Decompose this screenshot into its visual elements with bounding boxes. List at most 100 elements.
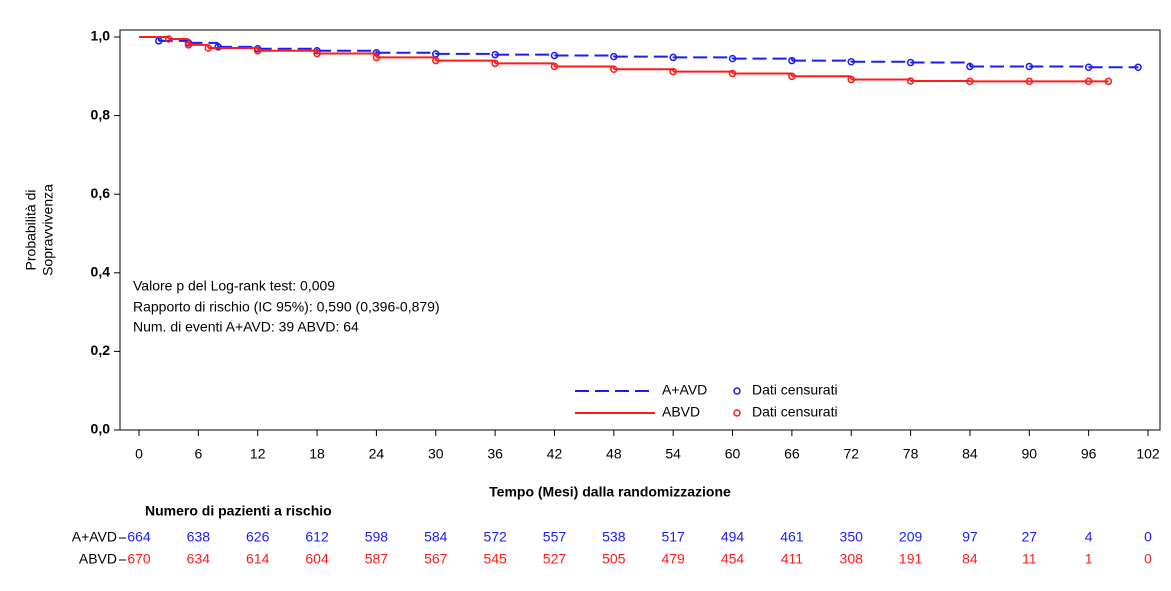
censor-marker bbox=[1025, 77, 1034, 86]
legend-censored-label: Dati censurati bbox=[752, 382, 838, 398]
risk-count: 567 bbox=[424, 551, 448, 567]
x-tick-label: 60 bbox=[725, 446, 741, 462]
risk-count: 494 bbox=[721, 529, 745, 545]
x-tick-label: 84 bbox=[962, 446, 978, 462]
legend-marker bbox=[733, 387, 741, 395]
censor-marker bbox=[1084, 77, 1093, 86]
annotation: Valore p del Log-rank test: 0,009 bbox=[133, 278, 335, 294]
risk-count: 670 bbox=[127, 551, 151, 567]
censor-marker bbox=[253, 47, 262, 55]
y-axis-title-line: Probabilità di bbox=[23, 190, 39, 271]
y-tick-label: 0,0 bbox=[91, 421, 111, 437]
risk-count: 614 bbox=[246, 551, 270, 567]
x-tick-label: 78 bbox=[903, 446, 919, 462]
censor-marker bbox=[550, 62, 559, 71]
x-tick-label: 0 bbox=[135, 446, 143, 462]
x-tick-label: 54 bbox=[665, 446, 681, 462]
censor-marker bbox=[966, 62, 974, 71]
risk-count: 209 bbox=[899, 529, 923, 545]
censor-marker bbox=[491, 59, 499, 68]
x-axis-title: Tempo (Mesi) dalla randomizzazione bbox=[489, 484, 731, 500]
x-tick-label: 42 bbox=[547, 446, 563, 462]
risk-count: 4 bbox=[1085, 529, 1093, 545]
risk-count: 587 bbox=[365, 551, 389, 567]
risk-count: 572 bbox=[483, 529, 507, 545]
risk-count: 584 bbox=[424, 529, 448, 545]
risk-count: 0 bbox=[1144, 551, 1152, 567]
x-tick-label: 96 bbox=[1081, 446, 1097, 462]
censor-marker bbox=[966, 77, 974, 86]
risk-count: 538 bbox=[602, 529, 626, 545]
y-axis-title: Probabilità di Sopravvivenza bbox=[23, 184, 56, 276]
risk-count: 461 bbox=[780, 529, 804, 545]
censor-marker bbox=[610, 65, 618, 73]
risk-count: 479 bbox=[661, 551, 685, 567]
censor-marker bbox=[788, 56, 796, 65]
censor-marker bbox=[204, 44, 212, 52]
x-tick-label: 24 bbox=[369, 446, 385, 462]
x-tick-label: 12 bbox=[250, 446, 266, 462]
risk-count: 545 bbox=[483, 551, 507, 567]
risk-table-title: Numero di pazienti a rischio bbox=[145, 503, 332, 519]
censor-marker bbox=[1134, 63, 1142, 72]
risk-count: 557 bbox=[543, 529, 567, 545]
annotation: Rapporto di rischio (IC 95%): 0,590 (0,3… bbox=[133, 299, 440, 315]
risk-count: 97 bbox=[962, 529, 978, 545]
censor-marker bbox=[847, 75, 855, 84]
risk-count: 612 bbox=[305, 529, 329, 545]
risk-count: 604 bbox=[305, 551, 329, 567]
censor-marker bbox=[550, 51, 559, 60]
y-tick-label: 0,2 bbox=[91, 342, 111, 358]
x-tick-label: 102 bbox=[1136, 446, 1160, 462]
x-tick-label: 6 bbox=[194, 446, 202, 462]
x-tick-label: 18 bbox=[309, 446, 325, 462]
x-tick-label: 30 bbox=[428, 446, 444, 462]
annotation: Num. di eventi A+AVD: 39 ABVD: 64 bbox=[133, 319, 359, 335]
risk-row-label: ABVD bbox=[79, 551, 117, 567]
risk-count: 11 bbox=[1022, 551, 1037, 567]
censor-marker bbox=[906, 77, 915, 85]
y-tick-label: 0,8 bbox=[91, 106, 111, 122]
x-tick-label: 66 bbox=[784, 446, 800, 462]
censor-marker bbox=[1104, 77, 1113, 86]
risk-count: 626 bbox=[246, 529, 270, 545]
censor-marker bbox=[788, 72, 796, 81]
risk-count: 411 bbox=[781, 551, 804, 567]
risk-count: 1 bbox=[1085, 551, 1093, 567]
risk-count: 0 bbox=[1144, 529, 1152, 545]
risk-count: 638 bbox=[187, 529, 211, 545]
legend-censored-label: Dati censurati bbox=[752, 404, 838, 420]
risk-count: 308 bbox=[840, 551, 864, 567]
censor-marker bbox=[1025, 62, 1034, 71]
risk-count: 505 bbox=[602, 551, 626, 567]
censor-marker bbox=[214, 43, 222, 51]
x-tick-label: 48 bbox=[606, 446, 622, 462]
censor-marker bbox=[313, 49, 321, 58]
censor-marker bbox=[906, 58, 915, 67]
censor-marker bbox=[669, 67, 677, 76]
legend-label: ABVD bbox=[662, 404, 700, 420]
censor-marker bbox=[1084, 63, 1093, 72]
censor-marker bbox=[669, 53, 677, 62]
y-tick-label: 0,4 bbox=[91, 264, 111, 280]
censor-marker bbox=[847, 58, 855, 66]
censor-marker bbox=[184, 41, 193, 49]
x-tick-label: 90 bbox=[1022, 446, 1038, 462]
censor-marker bbox=[728, 54, 737, 63]
censor-marker bbox=[372, 53, 381, 62]
risk-count: 27 bbox=[1022, 529, 1038, 545]
risk-count: 84 bbox=[962, 551, 978, 567]
risk-count: 350 bbox=[840, 529, 864, 545]
risk-count: 634 bbox=[187, 551, 211, 567]
risk-count: 598 bbox=[365, 529, 389, 545]
legend-label: A+AVD bbox=[662, 382, 707, 398]
censor-marker bbox=[491, 50, 499, 59]
censor-marker bbox=[432, 56, 440, 65]
x-tick-label: 36 bbox=[487, 446, 503, 462]
risk-count: 191 bbox=[899, 551, 923, 567]
x-tick-label: 72 bbox=[843, 446, 859, 462]
y-tick-label: 0,6 bbox=[91, 185, 111, 201]
risk-count: 664 bbox=[127, 529, 151, 545]
censor-marker bbox=[610, 52, 618, 61]
